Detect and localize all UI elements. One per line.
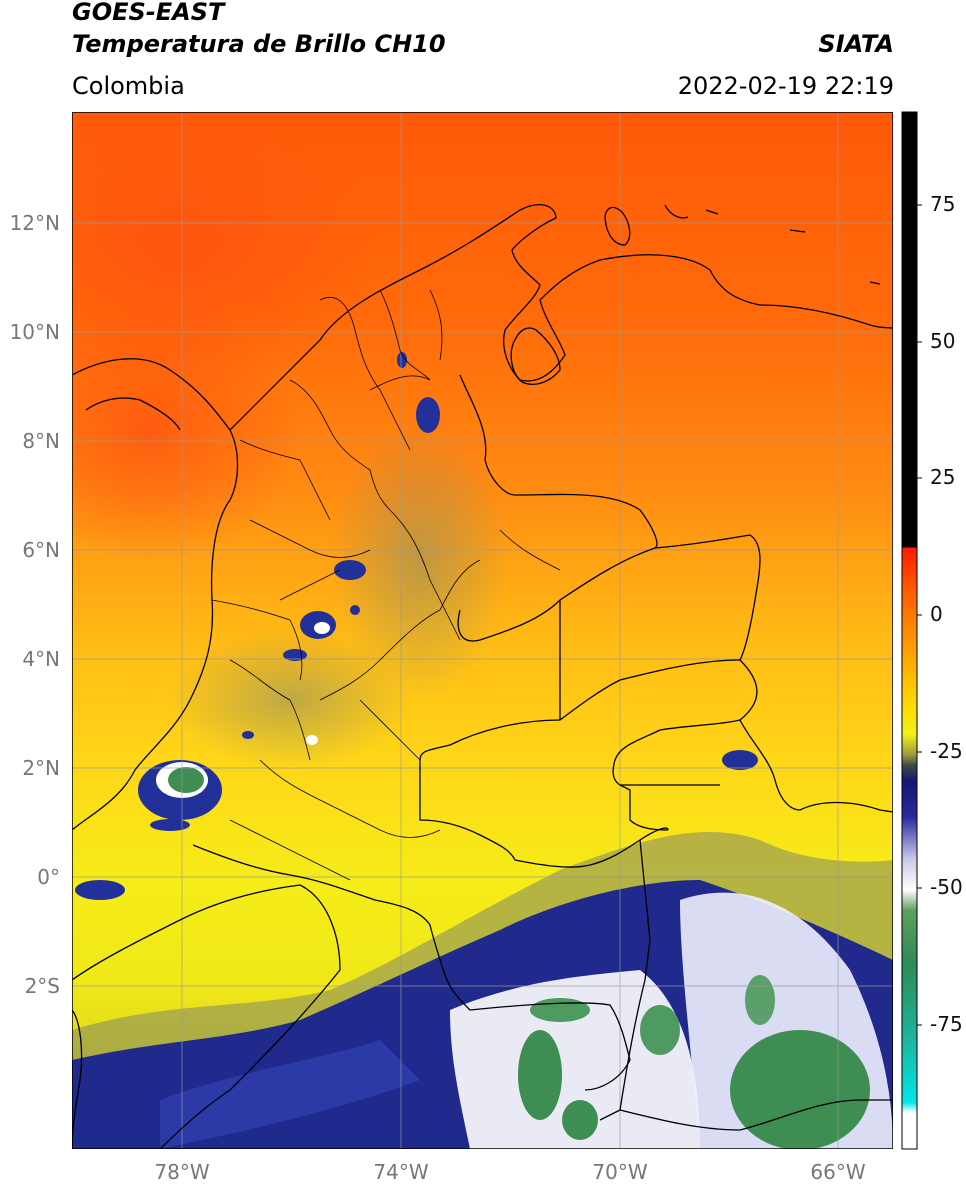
- colorbar: [901, 111, 922, 1150]
- product-title: Temperatura de Brillo CH10: [72, 30, 446, 58]
- datetime-label: 2022-02-19 22:19: [677, 72, 894, 100]
- colorbar-label-neg50: -50: [930, 875, 963, 899]
- cloud-band-south: [72, 831, 893, 1149]
- institution-label: SIATA: [818, 30, 894, 58]
- lon-label-66w: 66°W: [810, 1160, 866, 1184]
- gridlines: [72, 112, 893, 1149]
- map-image: [72, 112, 893, 1149]
- colorbar-label-25: 25: [930, 465, 956, 489]
- lat-label-6n: 6°N: [22, 538, 60, 562]
- lat-label-8n: 8°N: [22, 429, 60, 453]
- lat-label-0: 0°: [37, 865, 60, 889]
- colorbar-label-neg75: -75: [930, 1012, 963, 1036]
- lon-label-70w: 70°W: [592, 1160, 648, 1184]
- department-boundaries: [211, 289, 561, 881]
- satellite-title: GOES-EAST: [72, 0, 225, 26]
- lat-label-12n: 12°N: [9, 211, 60, 235]
- lat-label-10n: 10°N: [9, 320, 60, 344]
- country-borders: [72, 204, 893, 1149]
- lat-label-2n: 2°N: [22, 756, 60, 780]
- colorbar-ticks: [917, 204, 922, 1026]
- colorbar-label-75: 75: [930, 192, 956, 216]
- lat-label-2s: 2°S: [24, 974, 60, 998]
- colorbar-label-0: 0: [930, 602, 943, 626]
- colorbar-label-50: 50: [930, 329, 956, 353]
- lat-label-4n: 4°N: [22, 647, 60, 671]
- lon-label-74w: 74°W: [373, 1160, 429, 1184]
- convective-cells: [75, 352, 758, 900]
- lon-label-78w: 78°W: [154, 1160, 210, 1184]
- colorbar-label-neg25: -25: [930, 739, 963, 763]
- region-label: Colombia: [72, 72, 185, 100]
